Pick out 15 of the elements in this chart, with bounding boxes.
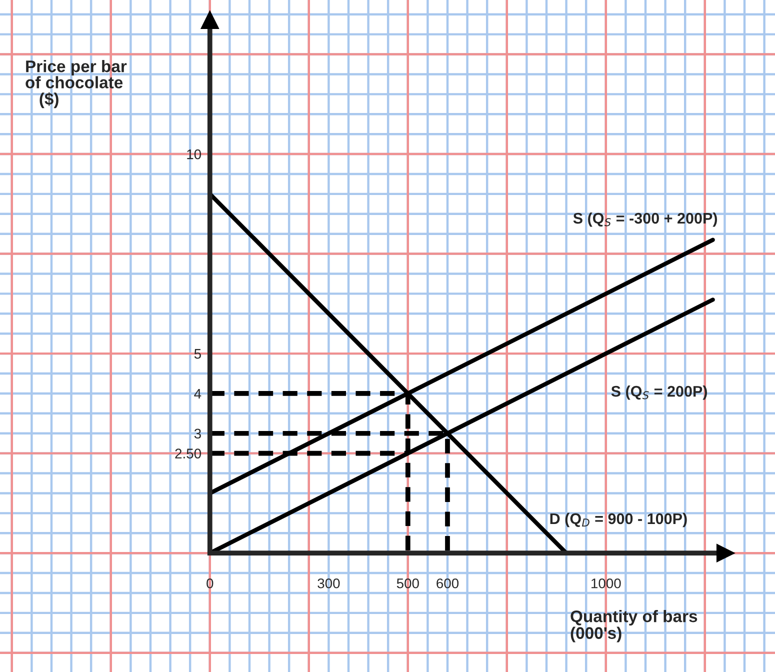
text: S (Q$_{S}$ = 200P) <box>611 386 707 400</box>
x-tick-label: 300 <box>318 578 340 588</box>
y-tick-label: 4 <box>194 388 202 398</box>
series-label: S (Q$_{S}$ = -300 + 200P) <box>573 212 718 227</box>
y-tick-label: 5 <box>194 349 201 359</box>
series-label: D (Q$_{D}$ = 900 - 100P) <box>550 512 687 528</box>
y-tick-label: 2.50 <box>175 448 202 458</box>
x-tick-label: 500 <box>396 578 419 588</box>
x-tick-label: 0 <box>206 578 214 588</box>
y-axis-title: Price per bar of chocolate ($) <box>26 60 127 108</box>
x-axis-title: Quantity of bars (000's) <box>570 610 698 642</box>
x-tick-label: 1000 <box>592 578 621 588</box>
y-tick-label: 10 <box>187 149 202 160</box>
x-tick-label: 600 <box>436 578 459 588</box>
y-tick-label: 3 <box>194 428 201 439</box>
